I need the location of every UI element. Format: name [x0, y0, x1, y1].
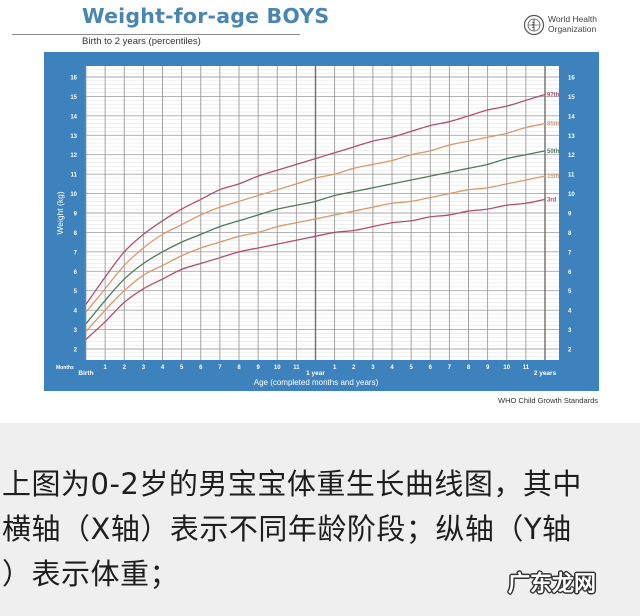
x-tick-label: 2: [123, 365, 127, 371]
who-emblem-icon: [523, 14, 545, 36]
x-tick-label: 11: [523, 365, 530, 371]
y-tick-label-left: 11: [71, 173, 78, 179]
y-tick-label-left: 6: [74, 270, 78, 276]
x-axis-months-label: Months: [56, 365, 74, 371]
y-tick-label-left: 16: [70, 76, 77, 82]
x-tick-label: 1 year: [306, 370, 325, 377]
y-axis-title: Weight (kg): [55, 191, 65, 234]
x-tick-label: Birth: [78, 370, 93, 377]
x-tick-label: 8: [467, 365, 471, 371]
y-tick-label-right: 15: [568, 95, 575, 101]
percentile-label-50th: 50th: [547, 149, 560, 155]
y-tick-label-left: 9: [74, 212, 78, 218]
percentile-curve-50th: [85, 150, 546, 325]
source-note: WHO Child Growth Standards: [498, 396, 599, 405]
y-tick-label-right: 12: [568, 153, 575, 159]
y-tick-label-right: 14: [568, 114, 575, 120]
caption-line-2: 横轴（X轴）表示不同年龄阶段；纵轴（Y轴: [2, 512, 572, 546]
x-tick-label: 2 years: [534, 370, 557, 377]
site-watermark: 广东龙网: [508, 572, 597, 597]
x-tick-label: 9: [486, 365, 490, 371]
x-tick-label: 5: [180, 365, 184, 371]
x-tick-label: 7: [448, 365, 452, 371]
who-org-line1: World Health: [548, 14, 597, 24]
y-tick-label-left: 4: [74, 309, 78, 315]
y-tick-label-right: 13: [568, 134, 575, 140]
y-tick-label-left: 14: [70, 114, 77, 120]
y-tick-label-left: 15: [70, 95, 77, 101]
percentile-curve-85th: [85, 122, 546, 313]
y-tick-label-left: 5: [74, 289, 78, 295]
x-tick-label: 3: [371, 365, 375, 371]
x-tick-label: 6: [199, 365, 203, 371]
caption-line-1: 上图为0-2岁的男宝宝体重生长曲线图，其中: [2, 467, 582, 501]
x-tick-label: 1: [333, 365, 337, 371]
y-tick-label-right: 4: [568, 309, 572, 315]
percentile-label-85th: 85th: [547, 122, 560, 128]
x-axis-title: Age (completed months and years): [254, 378, 379, 387]
chart-card: Weight-for-age BOYS Birth to 2 years (pe…: [0, 0, 640, 423]
x-tick-label: 6: [429, 365, 433, 371]
percentile-curve-3rd: [85, 198, 546, 340]
x-tick-label: 1: [103, 365, 107, 371]
y-tick-label-right: 16: [568, 76, 575, 82]
chart-title: Weight-for-age BOYS: [82, 4, 330, 28]
y-tick-label-right: 3: [568, 328, 572, 334]
percentile-label-97th: 97th: [547, 92, 560, 98]
y-tick-label-right: 9: [568, 212, 572, 218]
x-tick-label: 10: [274, 365, 281, 371]
who-org-name: World Health Organization: [548, 14, 597, 34]
y-tick-label-right: 6: [568, 270, 572, 276]
chart-subtitle: Birth to 2 years (percentiles): [82, 36, 201, 47]
x-tick-label: 5: [409, 365, 413, 371]
x-tick-label: 8: [237, 365, 241, 371]
y-tick-label-right: 5: [568, 289, 572, 295]
y-tick-label-left: 3: [74, 328, 78, 334]
x-tick-label: 2: [352, 365, 356, 371]
x-tick-label: 4: [161, 365, 165, 371]
y-tick-label-left: 7: [74, 250, 78, 256]
percentile-curve-15th: [85, 175, 546, 332]
percentile-curve-97th: [85, 93, 546, 305]
y-tick-label-right: 7: [568, 250, 572, 256]
x-tick-label: 9: [256, 365, 260, 371]
y-tick-label-left: 13: [70, 134, 77, 140]
y-tick-label-right: 8: [568, 231, 572, 237]
y-tick-label-left: 2: [74, 348, 78, 354]
caption-line-3: ）表示体重；: [2, 557, 180, 591]
y-tick-label-left: 8: [74, 231, 78, 237]
percentile-label-3rd: 3rd: [547, 197, 557, 203]
y-tick-label-left: 10: [70, 192, 77, 198]
y-tick-label-right: 11: [568, 173, 575, 179]
x-tick-label: 4: [390, 365, 394, 371]
y-tick-label-right: 10: [568, 192, 575, 198]
caption-text: 上图为0-2岁的男宝宝体重生长曲线图，其中 横轴（X轴）表示不同年龄阶段；纵轴（…: [2, 462, 638, 597]
x-tick-label: 7: [218, 365, 222, 371]
title-divider: [12, 34, 300, 35]
y-tick-label-left: 12: [70, 153, 77, 159]
y-tick-label-right: 2: [568, 348, 572, 354]
x-tick-label: 3: [142, 365, 146, 371]
x-tick-label: 11: [293, 365, 300, 371]
who-org-line2: Organization: [548, 23, 597, 34]
percentile-label-15th: 15th: [547, 174, 560, 180]
x-tick-label: 10: [503, 365, 510, 371]
